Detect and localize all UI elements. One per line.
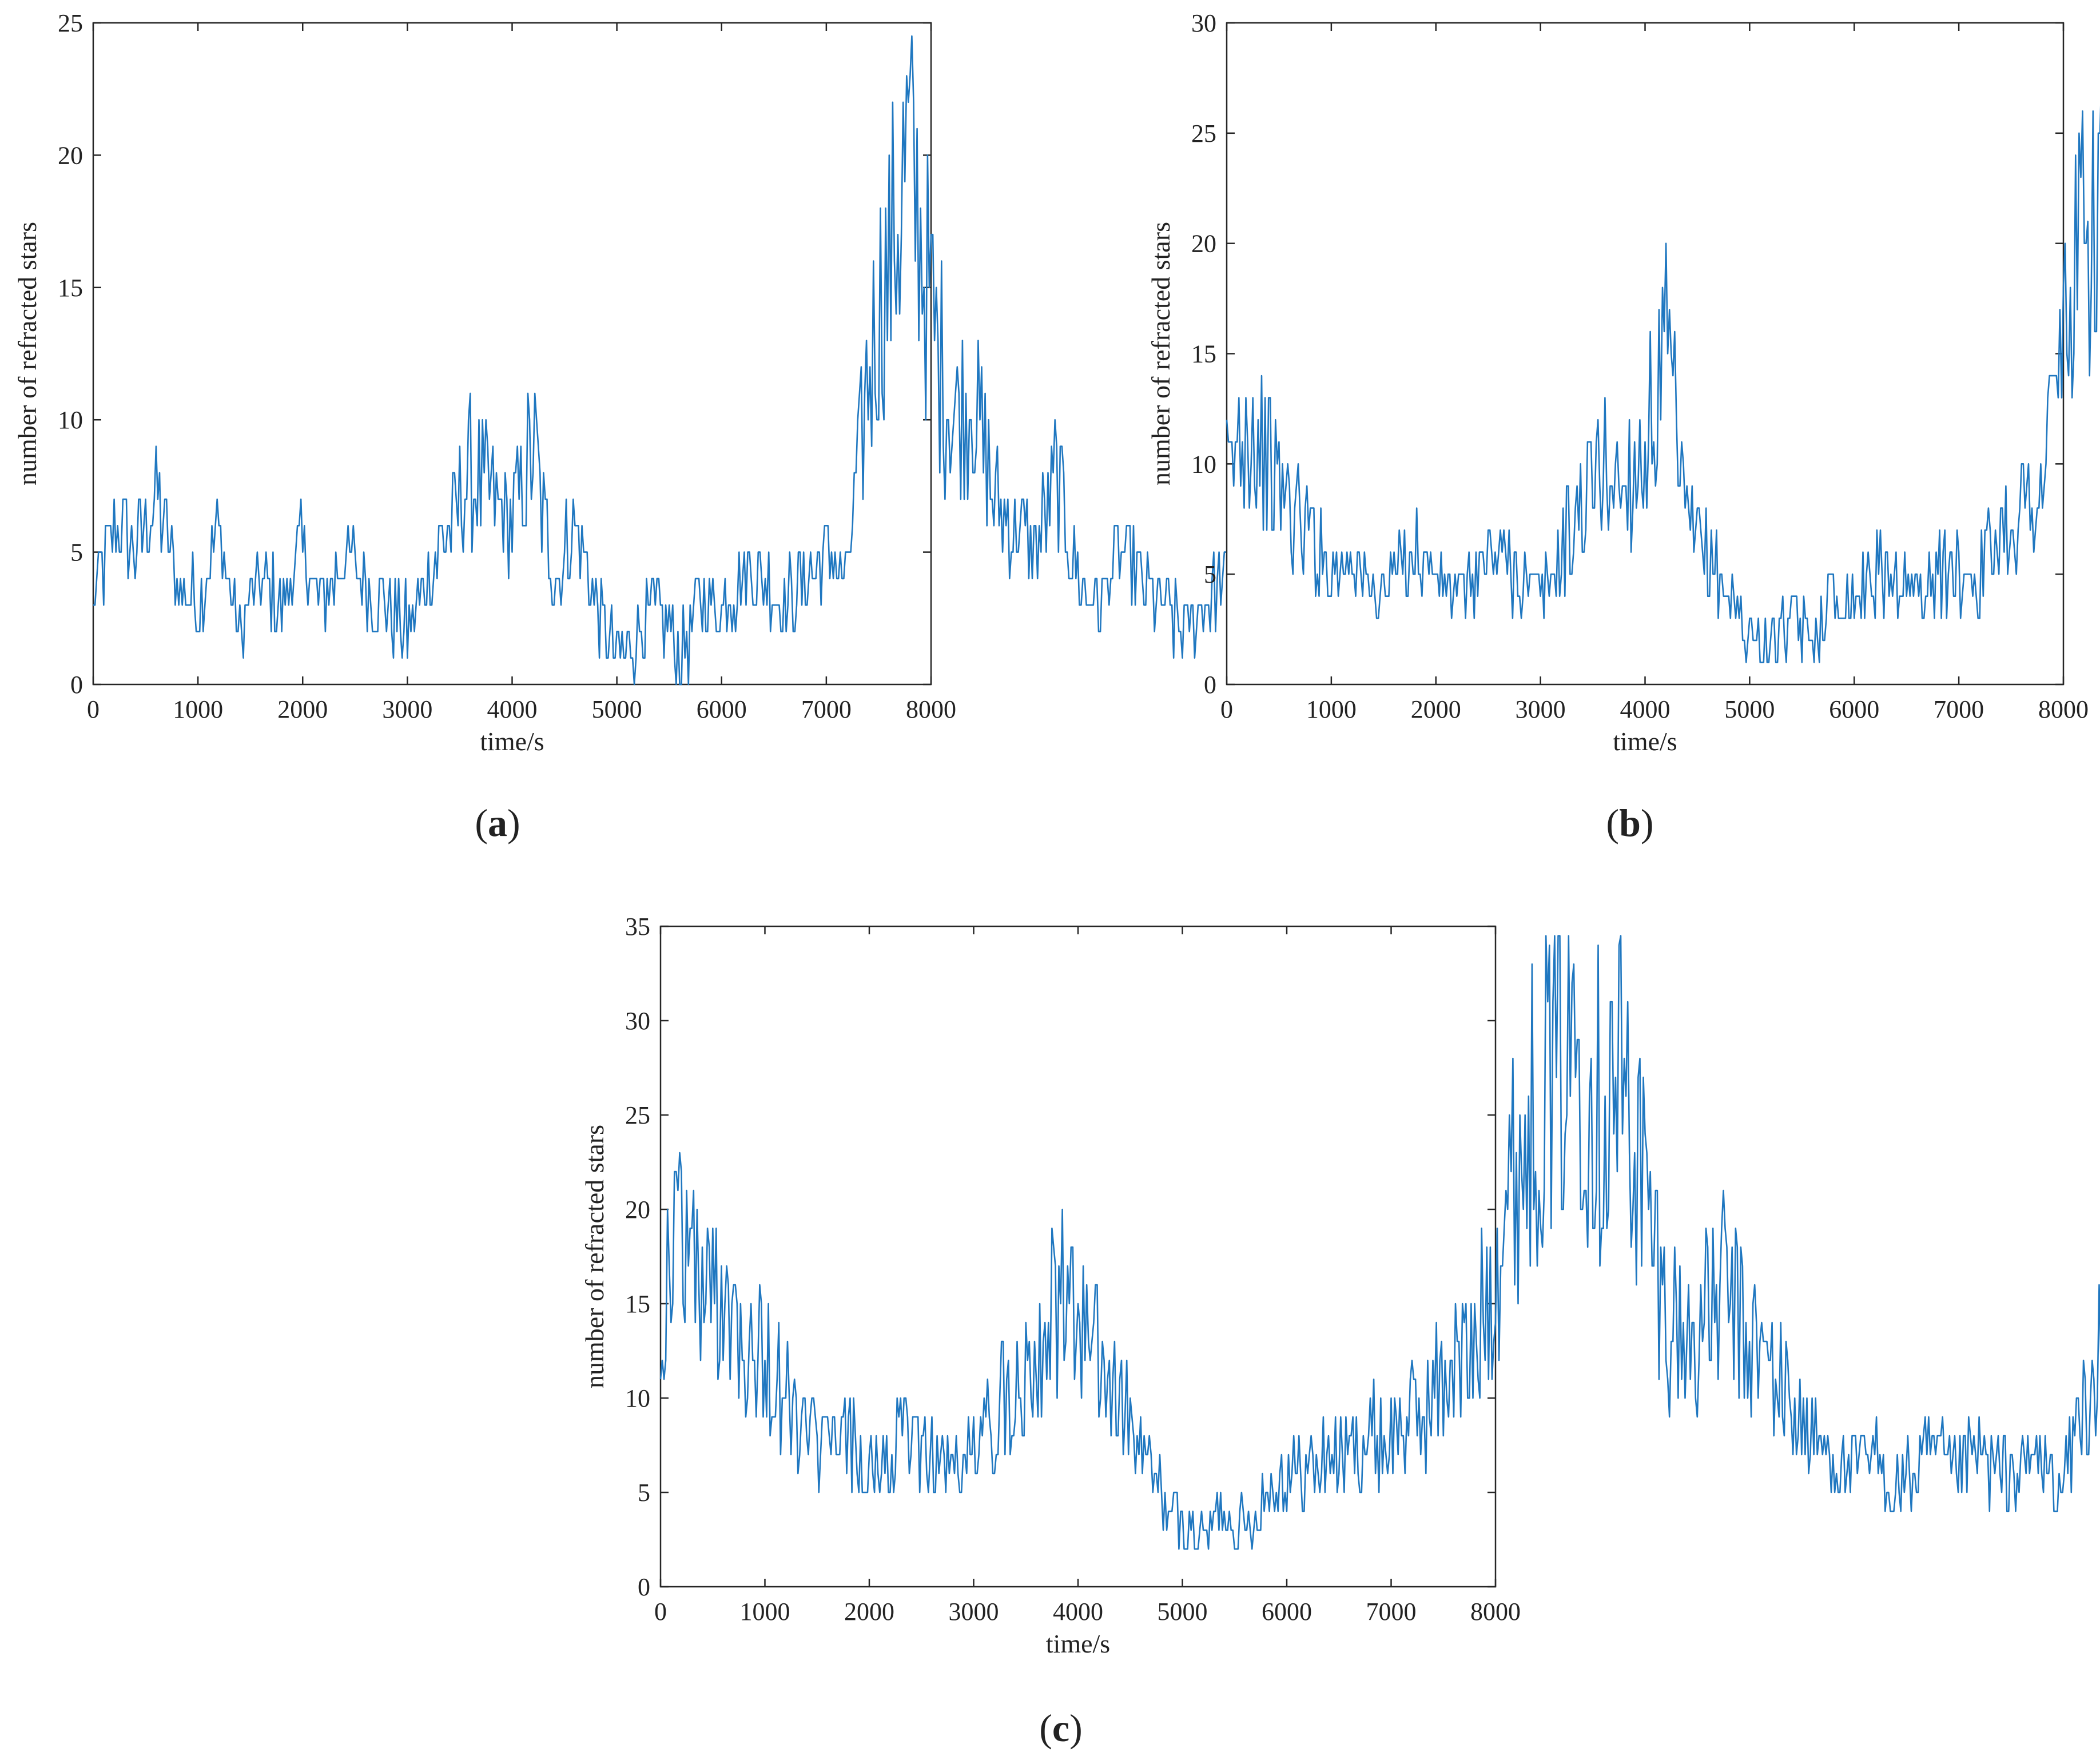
- caption-letter-b: b: [1619, 801, 1641, 845]
- y-tick-label-c-35: 35: [625, 913, 650, 941]
- x-tick-label-a-5000: 5000: [592, 695, 642, 723]
- y-tick-label-c-25: 25: [625, 1101, 650, 1129]
- x-tick-label-a-2000: 2000: [277, 695, 328, 723]
- y-tick-label-b-25: 25: [1191, 120, 1216, 148]
- x-tick-label-b-4000: 4000: [1620, 695, 1671, 723]
- x-tick-label-b-3000: 3000: [1516, 695, 1566, 723]
- y-tick-label-c-0: 0: [638, 1573, 650, 1601]
- chart-panel-a: (a) 0 1000 2000 3000 4000 5000 6000 7000 8000051…: [13, 9, 1581, 845]
- y-tick-label-a-5: 5: [70, 539, 83, 567]
- y-tick-label-b-30: 30: [1191, 9, 1216, 37]
- x-tick-label-c-4000: 4000: [1053, 1598, 1103, 1626]
- x-tick-label-a-8000: 8000: [906, 695, 956, 723]
- caption-b: (b): [1606, 801, 1653, 845]
- x-tick-label-c-1000: 1000: [740, 1598, 790, 1626]
- x-tick-label-b-5000: 5000: [1724, 695, 1775, 723]
- plot-area-b: [1226, 22, 2065, 686]
- x-tick-label-b-6000: 6000: [1829, 695, 1879, 723]
- caption-letter-a: a: [488, 801, 507, 845]
- y-tick-label-a-25: 25: [58, 9, 83, 37]
- x-tick-label-b-7000: 7000: [1934, 695, 1984, 723]
- x-axis-label-a: time/s: [480, 727, 544, 756]
- caption-a: (a): [475, 801, 520, 845]
- y-tick-label-c-30: 30: [625, 1007, 650, 1035]
- y-tick-label-a-15: 15: [58, 274, 83, 302]
- x-tick-label-a-0: 0: [87, 695, 100, 723]
- x-tick-label-a-7000: 7000: [801, 695, 852, 723]
- x-tick-label-a-6000: 6000: [697, 695, 747, 723]
- caption-c: (c): [1039, 1706, 1083, 1750]
- x-tick-label-a-3000: 3000: [382, 695, 432, 723]
- series-line-c: [659, 935, 2100, 1550]
- x-tick-label-c-2000: 2000: [844, 1598, 894, 1626]
- y-tick-label-a-20: 20: [58, 141, 83, 169]
- y-tick-label-a-0: 0: [70, 671, 83, 699]
- x-tick-label-a-1000: 1000: [173, 695, 223, 723]
- x-tick-label-a-4000: 4000: [487, 695, 538, 723]
- x-tick-label-c-8000: 8000: [1470, 1598, 1521, 1626]
- caption-letter-c: c: [1052, 1706, 1069, 1750]
- y-axis-label-b: number of refracted stars: [1146, 222, 1175, 485]
- x-tick-label-c-3000: 3000: [949, 1598, 999, 1626]
- chart-panel-b: (b) 0 1000 2000 3000 4000 5000 6000 7000 8000 0 5 1…: [1146, 9, 2100, 845]
- y-tick-label-b-5: 5: [1204, 560, 1216, 588]
- y-axis-label-a: number of refracted stars: [13, 222, 42, 485]
- x-tick-label-c-7000: 7000: [1366, 1598, 1417, 1626]
- x-tick-label-b-8000: 8000: [2038, 695, 2089, 723]
- series-line-b: [1226, 105, 2100, 663]
- y-tick-label-c-15: 15: [625, 1290, 650, 1318]
- y-tick-label-c-20: 20: [625, 1196, 650, 1224]
- y-tick-label-b-20: 20: [1191, 230, 1216, 258]
- x-tick-label-b-0: 0: [1220, 695, 1233, 723]
- x-tick-label-c-5000: 5000: [1158, 1598, 1208, 1626]
- chart-panel-c: (c) 0 1000 2000 3000 4000 5000 6000 7000 8000 0 5 1…: [580, 913, 2100, 1750]
- x-tick-label-b-2000: 2000: [1411, 695, 1461, 723]
- y-axis-label-c: number of refracted stars: [580, 1125, 609, 1388]
- x-axis-label-b: time/s: [1613, 727, 1677, 756]
- x-tick-label-c-6000: 6000: [1262, 1598, 1312, 1626]
- x-axis-label-c: time/s: [1046, 1629, 1110, 1658]
- x-tick-label-c-0: 0: [654, 1598, 667, 1626]
- plot-area-c: [659, 925, 1497, 1588]
- y-tick-label-b-15: 15: [1191, 340, 1216, 368]
- y-tick-label-c-5: 5: [638, 1479, 650, 1507]
- y-tick-label-b-10: 10: [1191, 450, 1216, 478]
- y-tick-label-a-10: 10: [58, 406, 83, 434]
- y-tick-label-b-0: 0: [1204, 671, 1216, 699]
- y-tick-label-c-10: 10: [625, 1384, 650, 1412]
- x-tick-label-b-1000: 1000: [1306, 695, 1357, 723]
